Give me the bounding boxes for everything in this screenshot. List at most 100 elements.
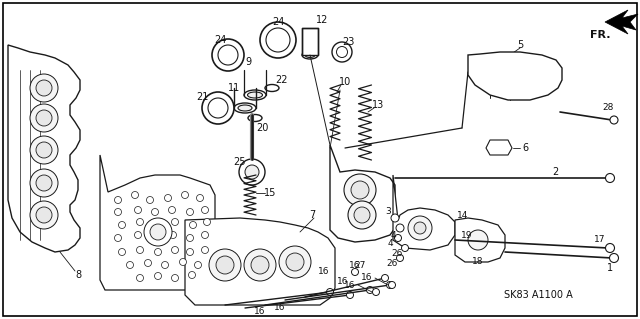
Polygon shape	[330, 145, 395, 242]
Circle shape	[145, 259, 152, 266]
Polygon shape	[8, 45, 80, 252]
Circle shape	[490, 68, 510, 88]
Text: 18: 18	[472, 257, 484, 266]
Circle shape	[30, 136, 58, 164]
Circle shape	[202, 92, 234, 124]
Text: 17: 17	[595, 235, 605, 244]
Circle shape	[118, 249, 125, 256]
Circle shape	[115, 197, 122, 204]
Text: 7: 7	[309, 210, 315, 220]
Text: 24: 24	[272, 17, 284, 27]
Text: 3: 3	[385, 207, 391, 217]
Polygon shape	[486, 140, 512, 155]
Text: 2: 2	[552, 167, 558, 177]
Circle shape	[212, 39, 244, 71]
Circle shape	[346, 292, 353, 299]
Circle shape	[172, 247, 179, 254]
Circle shape	[115, 234, 122, 241]
Circle shape	[195, 262, 202, 269]
Text: 9: 9	[245, 57, 251, 67]
Text: 10: 10	[339, 77, 351, 87]
Circle shape	[388, 281, 396, 288]
Text: 1: 1	[607, 263, 613, 273]
Circle shape	[605, 243, 614, 253]
Text: 14: 14	[458, 211, 468, 219]
Circle shape	[36, 142, 52, 158]
Circle shape	[326, 288, 333, 295]
Circle shape	[150, 224, 166, 240]
Circle shape	[161, 262, 168, 269]
Circle shape	[610, 116, 618, 124]
Circle shape	[134, 232, 141, 239]
Polygon shape	[393, 175, 455, 250]
Text: 16: 16	[275, 303, 285, 313]
Text: 16: 16	[337, 278, 349, 286]
Circle shape	[118, 221, 125, 228]
Circle shape	[414, 222, 426, 234]
Text: SK83 A1100 A: SK83 A1100 A	[504, 290, 572, 300]
Circle shape	[397, 255, 403, 262]
Text: 16: 16	[361, 273, 372, 283]
Circle shape	[172, 275, 179, 281]
Circle shape	[152, 234, 159, 241]
Text: 25: 25	[234, 157, 246, 167]
Text: 28: 28	[602, 103, 614, 113]
Ellipse shape	[248, 92, 262, 98]
Circle shape	[134, 206, 141, 213]
Circle shape	[152, 209, 159, 216]
Circle shape	[204, 219, 211, 226]
Circle shape	[396, 224, 404, 232]
Circle shape	[202, 247, 209, 254]
Circle shape	[344, 174, 376, 206]
Circle shape	[30, 74, 58, 102]
Text: 15: 15	[264, 188, 276, 198]
Text: 16: 16	[318, 268, 330, 277]
Ellipse shape	[305, 53, 315, 57]
Text: 26: 26	[387, 259, 397, 269]
Circle shape	[144, 218, 172, 246]
Circle shape	[348, 201, 376, 229]
Circle shape	[218, 45, 238, 65]
Circle shape	[468, 230, 488, 250]
Circle shape	[209, 249, 241, 281]
Circle shape	[391, 214, 399, 222]
Circle shape	[394, 234, 401, 241]
Circle shape	[401, 244, 408, 251]
Circle shape	[351, 181, 369, 199]
Text: 16: 16	[254, 308, 266, 316]
Circle shape	[186, 209, 193, 216]
Text: 12: 12	[316, 15, 328, 25]
Circle shape	[381, 275, 388, 281]
Circle shape	[168, 206, 175, 213]
Circle shape	[182, 191, 189, 198]
Circle shape	[36, 207, 52, 223]
Text: 5: 5	[517, 40, 523, 50]
Circle shape	[154, 249, 161, 256]
Text: 4: 4	[387, 240, 393, 249]
Circle shape	[266, 28, 290, 52]
Polygon shape	[605, 10, 638, 34]
Circle shape	[196, 195, 204, 202]
Text: 24: 24	[214, 35, 226, 45]
Circle shape	[408, 216, 432, 240]
Text: 6: 6	[522, 143, 528, 153]
Text: FR.: FR.	[589, 30, 611, 40]
Circle shape	[387, 281, 394, 288]
Ellipse shape	[234, 103, 256, 113]
Circle shape	[186, 234, 193, 241]
Circle shape	[202, 206, 209, 213]
Ellipse shape	[248, 115, 262, 122]
Circle shape	[147, 197, 154, 204]
Circle shape	[239, 159, 265, 185]
Circle shape	[36, 80, 52, 96]
Circle shape	[367, 286, 374, 293]
Circle shape	[30, 104, 58, 132]
Text: 8: 8	[75, 270, 81, 280]
Circle shape	[337, 47, 348, 57]
Circle shape	[189, 221, 196, 228]
Ellipse shape	[265, 85, 279, 92]
Circle shape	[605, 174, 614, 182]
Text: 13: 13	[372, 100, 384, 110]
Text: 21: 21	[196, 92, 208, 102]
Circle shape	[172, 219, 179, 226]
